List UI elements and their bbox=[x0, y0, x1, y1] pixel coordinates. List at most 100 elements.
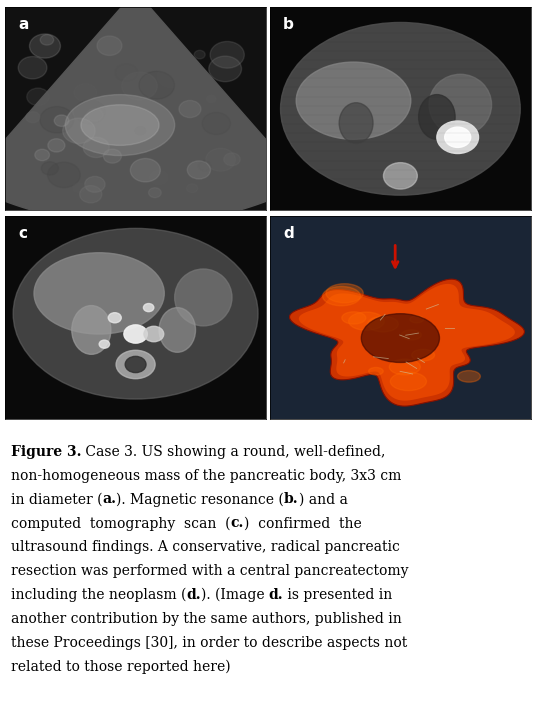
Text: Case 3. US showing a round, well-defined,: Case 3. US showing a round, well-defined… bbox=[81, 445, 385, 458]
Text: including the neoplasm (: including the neoplasm ( bbox=[11, 588, 186, 602]
Circle shape bbox=[40, 35, 54, 45]
Ellipse shape bbox=[342, 312, 366, 324]
Circle shape bbox=[124, 325, 147, 343]
Ellipse shape bbox=[410, 316, 424, 323]
Text: c: c bbox=[18, 226, 27, 241]
Circle shape bbox=[122, 72, 158, 100]
Text: related to those reported here): related to those reported here) bbox=[11, 659, 230, 674]
Circle shape bbox=[445, 127, 471, 147]
Ellipse shape bbox=[323, 286, 361, 306]
Ellipse shape bbox=[458, 371, 480, 382]
Ellipse shape bbox=[159, 307, 196, 352]
Circle shape bbox=[108, 312, 121, 323]
Circle shape bbox=[97, 36, 122, 56]
Circle shape bbox=[198, 161, 211, 171]
Circle shape bbox=[73, 183, 85, 192]
Ellipse shape bbox=[65, 95, 175, 155]
Text: a: a bbox=[18, 17, 29, 33]
Circle shape bbox=[80, 186, 102, 203]
Text: c.: c. bbox=[230, 516, 243, 530]
Circle shape bbox=[206, 148, 235, 171]
Circle shape bbox=[150, 171, 168, 184]
Ellipse shape bbox=[280, 22, 520, 195]
Circle shape bbox=[26, 111, 40, 123]
Polygon shape bbox=[289, 279, 524, 406]
Circle shape bbox=[41, 162, 58, 175]
Circle shape bbox=[48, 139, 65, 152]
Circle shape bbox=[187, 184, 198, 192]
Circle shape bbox=[187, 161, 211, 179]
Text: a.: a. bbox=[102, 492, 116, 506]
Text: ). Magnetic resonance (: ). Magnetic resonance ( bbox=[116, 492, 284, 507]
Polygon shape bbox=[0, 0, 305, 225]
Circle shape bbox=[437, 121, 479, 153]
Circle shape bbox=[115, 64, 138, 82]
Text: Figure 3.: Figure 3. bbox=[11, 445, 81, 458]
Circle shape bbox=[194, 51, 205, 59]
Circle shape bbox=[157, 65, 186, 87]
Text: ) and a: ) and a bbox=[299, 492, 347, 506]
Text: non-homogeneous mass of the pancreatic body, 3x3 cm: non-homogeneous mass of the pancreatic b… bbox=[11, 469, 401, 482]
Ellipse shape bbox=[383, 163, 418, 189]
Text: ). (Image: ). (Image bbox=[200, 588, 269, 602]
Circle shape bbox=[83, 137, 109, 158]
Circle shape bbox=[87, 108, 103, 121]
Text: these Proceedings [30], in order to describe aspects not: these Proceedings [30], in order to desc… bbox=[11, 636, 407, 649]
Text: computed  tomography  scan  (: computed tomography scan ( bbox=[11, 516, 230, 531]
Circle shape bbox=[130, 158, 160, 182]
Text: is presented in: is presented in bbox=[284, 588, 392, 602]
Ellipse shape bbox=[412, 349, 435, 361]
Ellipse shape bbox=[72, 306, 111, 354]
Circle shape bbox=[209, 56, 242, 82]
Ellipse shape bbox=[296, 62, 411, 140]
Circle shape bbox=[54, 115, 69, 127]
Circle shape bbox=[18, 56, 47, 79]
Ellipse shape bbox=[368, 316, 398, 332]
Text: b.: b. bbox=[284, 492, 299, 506]
Circle shape bbox=[40, 106, 74, 133]
Ellipse shape bbox=[390, 372, 427, 390]
Ellipse shape bbox=[429, 74, 492, 135]
Ellipse shape bbox=[34, 253, 164, 334]
Text: d: d bbox=[283, 226, 294, 241]
Ellipse shape bbox=[369, 367, 383, 375]
Circle shape bbox=[48, 162, 80, 187]
Circle shape bbox=[179, 100, 201, 118]
Circle shape bbox=[75, 100, 106, 124]
Circle shape bbox=[74, 84, 96, 101]
Circle shape bbox=[35, 149, 49, 161]
Circle shape bbox=[85, 176, 105, 192]
Ellipse shape bbox=[175, 269, 232, 326]
Ellipse shape bbox=[401, 330, 421, 340]
Text: another contribution by the same authors, published in: another contribution by the same authors… bbox=[11, 612, 401, 625]
Ellipse shape bbox=[13, 228, 258, 399]
Circle shape bbox=[135, 127, 146, 135]
Circle shape bbox=[144, 304, 154, 312]
Circle shape bbox=[224, 153, 240, 166]
Circle shape bbox=[202, 113, 230, 134]
Circle shape bbox=[27, 88, 49, 106]
Circle shape bbox=[63, 118, 95, 143]
Ellipse shape bbox=[348, 312, 384, 330]
Ellipse shape bbox=[361, 314, 440, 362]
Circle shape bbox=[139, 72, 175, 99]
Ellipse shape bbox=[419, 95, 455, 140]
Text: in diameter (: in diameter ( bbox=[11, 492, 102, 506]
Ellipse shape bbox=[116, 350, 155, 379]
Text: )  confirmed  the: ) confirmed the bbox=[243, 516, 361, 530]
Circle shape bbox=[210, 41, 244, 68]
Text: d.: d. bbox=[186, 588, 200, 602]
Circle shape bbox=[99, 340, 109, 348]
Ellipse shape bbox=[339, 103, 373, 143]
Circle shape bbox=[206, 95, 216, 103]
Text: b: b bbox=[283, 17, 294, 33]
Circle shape bbox=[125, 356, 146, 372]
Ellipse shape bbox=[326, 283, 363, 303]
Ellipse shape bbox=[389, 359, 420, 375]
Circle shape bbox=[148, 188, 161, 197]
Text: d.: d. bbox=[269, 588, 284, 602]
Circle shape bbox=[103, 149, 122, 163]
Text: ultrasound findings. A conservative, radical pancreatic: ultrasound findings. A conservative, rad… bbox=[11, 540, 400, 554]
Circle shape bbox=[29, 34, 61, 58]
Circle shape bbox=[144, 326, 163, 342]
